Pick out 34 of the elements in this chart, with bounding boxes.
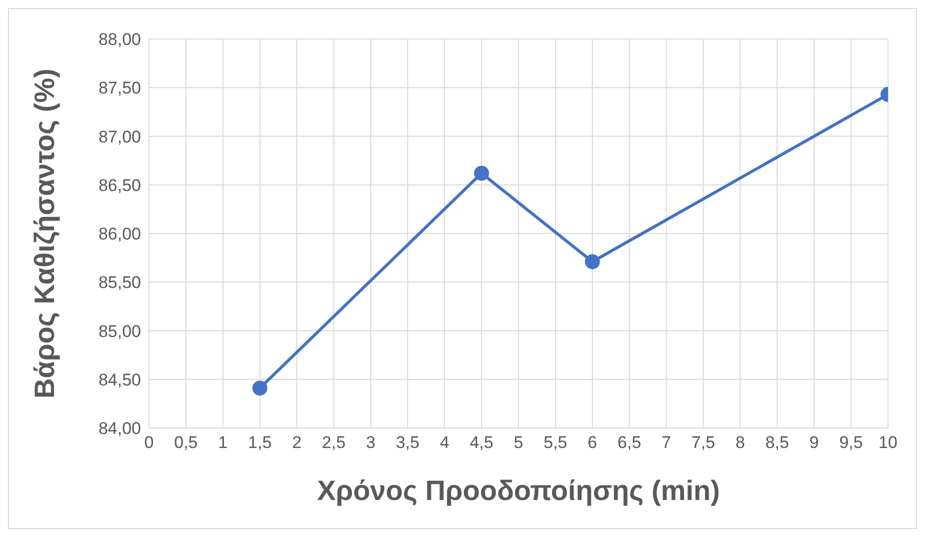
x-tick-label: 4 <box>440 433 450 452</box>
y-tick-label: 84,00 <box>98 419 141 438</box>
x-tick-label: 9,5 <box>839 433 863 452</box>
y-tick-label: 87,00 <box>98 127 141 146</box>
y-tick-label: 87,50 <box>98 78 141 98</box>
y-tick-label: 85,00 <box>98 322 141 341</box>
y-tick-label: 88,00 <box>98 30 141 50</box>
point <box>584 254 600 270</box>
y-tick-label: 85,50 <box>98 273 141 292</box>
x-tick-label: 6 <box>588 433 598 452</box>
y-tick-label: 86,50 <box>98 176 141 195</box>
x-tick-label: 8 <box>735 433 745 452</box>
x-tick-label: 5 <box>514 433 524 452</box>
x-tick-label: 1,5 <box>248 433 272 452</box>
point <box>474 166 490 181</box>
x-tick-label: 3 <box>366 433 376 452</box>
x-tick-label: 10 <box>878 433 898 452</box>
y-tick-label: 86,00 <box>98 224 141 244</box>
x-tick-label: 1 <box>218 433 228 452</box>
x-tick-label: 7 <box>662 433 672 452</box>
x-tick-label: 0 <box>144 433 154 452</box>
x-tick-label: 5,5 <box>544 433 568 452</box>
x-tick-label: 7,5 <box>691 433 716 452</box>
x-tick-label: 2,5 <box>322 433 346 452</box>
y-tick-label: 84,50 <box>98 370 141 390</box>
x-tick-label: 8,5 <box>765 433 789 452</box>
x-tick-label: 6,5 <box>618 433 642 452</box>
x-tick-label: 9 <box>809 433 819 452</box>
x-tick-label: 3,5 <box>396 433 420 452</box>
x-tick-label: 4,5 <box>470 433 494 452</box>
x-tick-label: 0,5 <box>174 433 198 452</box>
x-axis-title: Χρόνος Προοδοποίησης (min) <box>317 475 720 506</box>
x-tick-label: 2 <box>292 433 302 452</box>
y-axis-title: Βάρος Καθιζήσαντος (%) <box>28 68 60 398</box>
